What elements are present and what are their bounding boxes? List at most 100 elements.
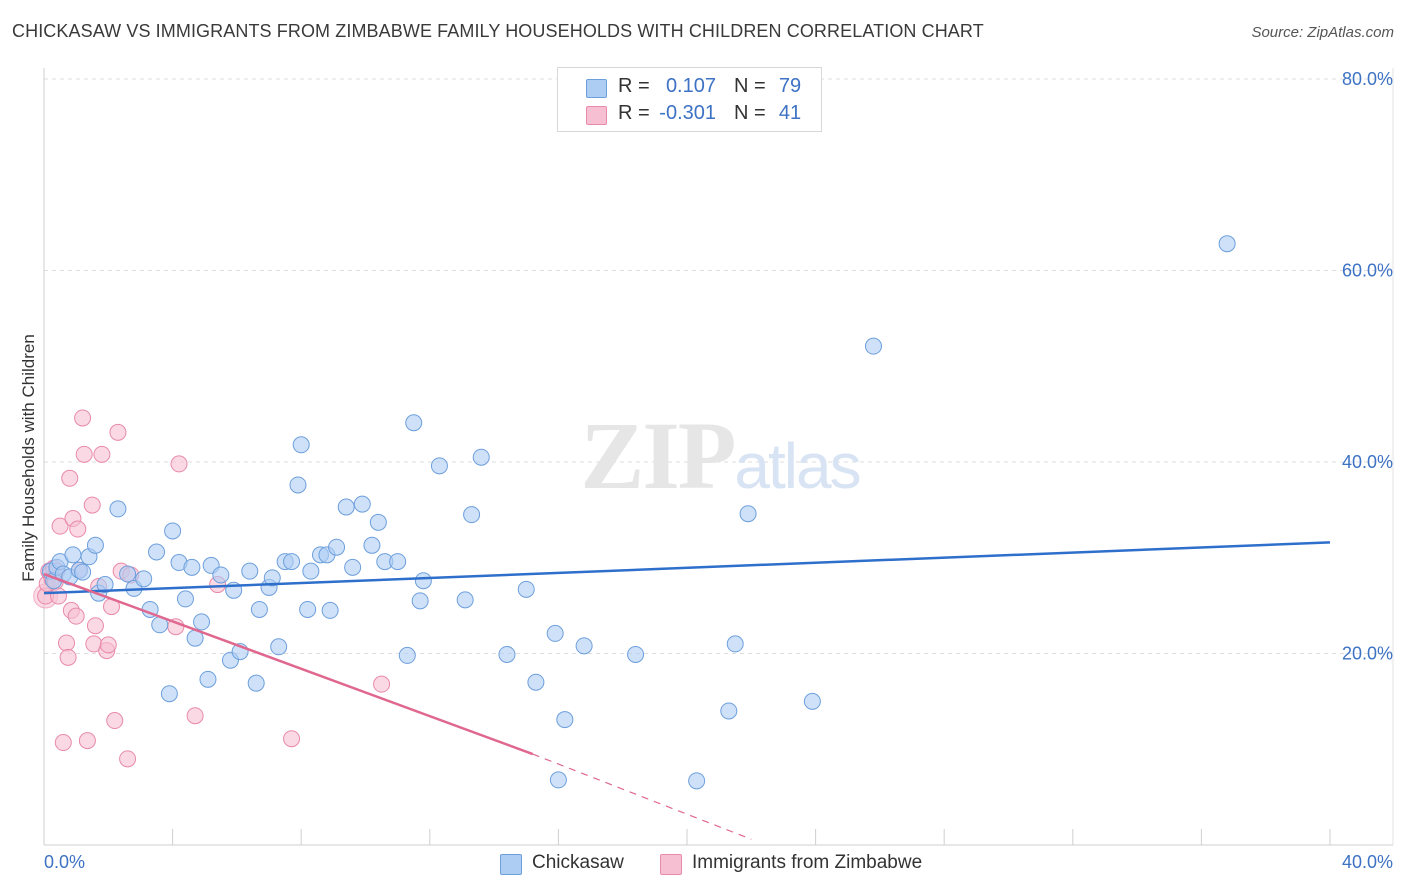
data-point-chickasaw [302,562,320,580]
data-point-chickasaw [398,646,416,664]
legend-n-value: 41 [778,102,802,124]
legend-swatch-pink [660,854,682,875]
data-point-chickasaw [160,685,178,703]
data-point-chickasaw [135,570,153,588]
data-point-chickasaw [86,536,104,554]
data-point-zimbabwe [58,634,76,652]
legend-swatch-blue [500,854,522,875]
data-point-chickasaw [463,506,481,524]
trend-line-zimbabwe [43,572,534,756]
data-point-chickasaw [575,637,593,655]
data-point-chickasaw [289,476,307,494]
data-point-chickasaw [176,590,194,608]
data-point-chickasaw [405,414,423,432]
data-point-zimbabwe [186,707,204,725]
data-point-chickasaw [64,546,82,564]
data-point-zimbabwe [109,423,127,441]
data-point-chickasaw [292,436,310,454]
legend-n-value: 79 [778,75,802,97]
axes [43,68,1394,846]
y-tick-label: 20.0% [1342,644,1393,664]
chart-title: CHICKASAW VS IMMIGRANTS FROM ZIMBABWE FA… [12,21,984,41]
data-point-chickasaw [337,498,355,516]
data-point-zimbabwe [119,750,137,768]
data-point-chickasaw [472,448,490,466]
data-point-chickasaw [183,558,201,576]
data-point-zimbabwe [59,648,77,666]
data-point-chickasaw [283,553,301,571]
data-point-zimbabwe [61,469,79,487]
y-tick-label: 80.0% [1342,69,1393,89]
legend-row-zimbabwe: R = -0.301 N = 41 [558,101,821,129]
data-point-chickasaw [739,505,757,523]
legend-r-label: R = [618,102,650,124]
data-point-chickasaw [1218,235,1236,253]
data-point-chickasaw [546,624,564,642]
legend-swatch-blue [586,79,607,98]
data-point-chickasaw [247,674,265,692]
data-point-chickasaw [456,591,474,609]
trend-line-chickasaw [43,541,1331,595]
data-point-chickasaw [353,495,371,513]
data-point-chickasaw [119,565,137,583]
data-point-chickasaw [250,600,268,618]
data-point-zimbabwe [78,732,96,750]
data-point-chickasaw [414,572,432,590]
data-point-chickasaw [321,601,339,619]
legend-r-value: 0.107 [665,75,716,97]
data-point-chickasaw [241,562,259,580]
data-point-chickasaw [109,500,127,518]
data-point-chickasaw [627,645,645,663]
data-point-chickasaw [363,536,381,554]
x-tick-label: 0.0% [44,852,85,872]
data-point-chickasaw [720,702,738,720]
data-point-chickasaw [556,711,574,729]
data-point-chickasaw [344,558,362,576]
legend-label-zimbabwe: Immigrants from Zimbabwe [692,852,923,873]
data-point-zimbabwe [93,445,111,463]
data-point-chickasaw [688,772,706,790]
legend-r-label: R = [618,75,650,97]
trend-lines [43,541,1331,840]
data-point-zimbabwe [74,409,92,427]
data-point-chickasaw [389,553,407,571]
y-tick-label: 60.0% [1342,261,1393,281]
data-point-chickasaw [517,580,535,598]
data-point-zimbabwe [83,496,101,514]
legend-item-zimbabwe: Immigrants from Zimbabwe [660,852,960,876]
data-point-zimbabwe [373,675,391,693]
data-point-chickasaw [263,569,281,587]
legend-n-label: N = [734,75,766,97]
watermark: ZIPatlas [580,402,859,509]
x-tick-label: 40.0% [1342,852,1393,872]
data-point-chickasaw [212,566,230,584]
data-point-chickasaw [803,692,821,710]
legend-row-chickasaw: R = 0.107 N = 79 [558,74,821,102]
data-point-zimbabwe [54,734,72,752]
legend-item-chickasaw: Chickasaw [500,852,640,876]
data-point-zimbabwe [75,445,93,463]
y-tick-label: 40.0% [1342,452,1393,472]
data-point-zimbabwe [49,587,67,605]
data-point-chickasaw [369,513,387,531]
data-point-zimbabwe [69,520,87,538]
zimbabwe-points [33,409,391,768]
data-point-chickasaw [328,538,346,556]
data-point-chickasaw [199,670,217,688]
data-point-chickasaw [498,645,516,663]
data-point-chickasaw [726,635,744,653]
y-tick-labels: 20.0% 40.0% 60.0% 80.0% [1342,69,1393,664]
data-point-chickasaw [299,600,317,618]
legend-label-chickasaw: Chickasaw [532,852,624,873]
correlation-legend: R = 0.107 N = 79 R = -0.301 N = 41 [557,67,822,132]
data-point-chickasaw [270,638,288,656]
data-point-zimbabwe [283,730,301,748]
chickasaw-points [41,235,1236,790]
data-point-chickasaw [527,673,545,691]
source-credit: Source: ZipAtlas.com [1251,24,1394,41]
legend-n-label: N = [734,102,766,124]
data-point-zimbabwe [170,455,188,473]
data-point-chickasaw [96,576,114,594]
data-point-zimbabwe [106,712,124,730]
